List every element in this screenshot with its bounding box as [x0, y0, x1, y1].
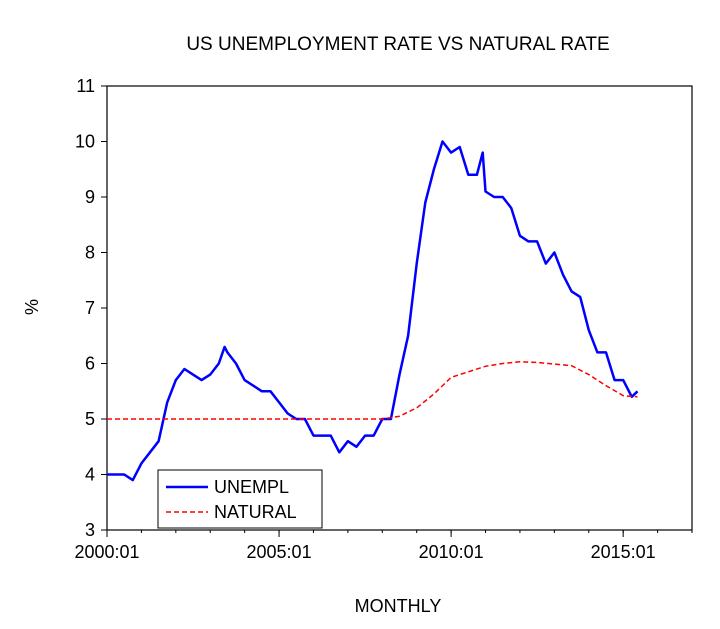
y-tick-label: 5 — [85, 409, 95, 429]
y-tick-label: 7 — [85, 298, 95, 318]
x-tick-label: 2000:01 — [74, 542, 139, 562]
x-axis: 2000:01 2005:01 2010:01 2015:01 — [74, 530, 693, 562]
x-axis-label: MONTHLY — [355, 596, 442, 616]
y-axis: 3 4 5 6 7 8 9 10 11 — [75, 76, 107, 540]
y-tick-label: 3 — [85, 520, 95, 540]
y-axis-label: % — [22, 299, 42, 315]
x-tick-label: 2015:01 — [591, 542, 656, 562]
series-lines — [107, 140, 639, 482]
plot-frame — [106, 85, 693, 531]
y-tick-label: 8 — [85, 243, 95, 263]
series-line-natural — [107, 361, 638, 420]
y-tick-label: 10 — [75, 132, 95, 152]
y-tick-label: 4 — [85, 465, 95, 485]
legend-box — [157, 469, 323, 529]
legend: UNEMPL NATURAL — [157, 469, 323, 529]
x-tick-label: 2010:01 — [419, 542, 484, 562]
legend-label-unempl: UNEMPL — [214, 477, 289, 497]
y-tick-label: 6 — [85, 354, 95, 374]
y-tick-label: 11 — [76, 76, 95, 96]
series-line-unempl — [107, 140, 639, 482]
y-tick-label: 9 — [85, 187, 95, 207]
x-tick-label: 2005:01 — [247, 542, 312, 562]
chart-title: US UNEMPLOYMENT RATE VS NATURAL RATE — [186, 34, 609, 55]
legend-label-natural: NATURAL — [214, 502, 297, 522]
